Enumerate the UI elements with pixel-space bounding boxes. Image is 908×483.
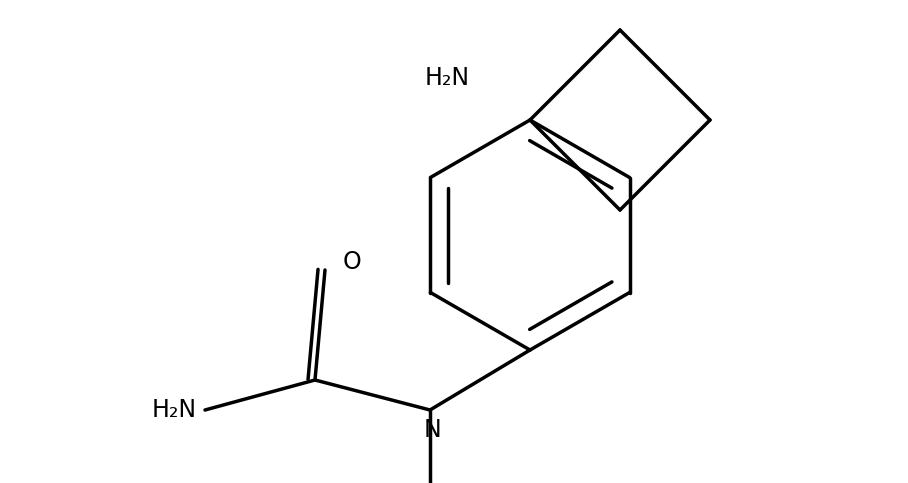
Text: N: N [423, 418, 441, 442]
Text: H₂N: H₂N [425, 66, 470, 90]
Text: O: O [343, 250, 361, 274]
Text: H₂N: H₂N [152, 398, 197, 422]
